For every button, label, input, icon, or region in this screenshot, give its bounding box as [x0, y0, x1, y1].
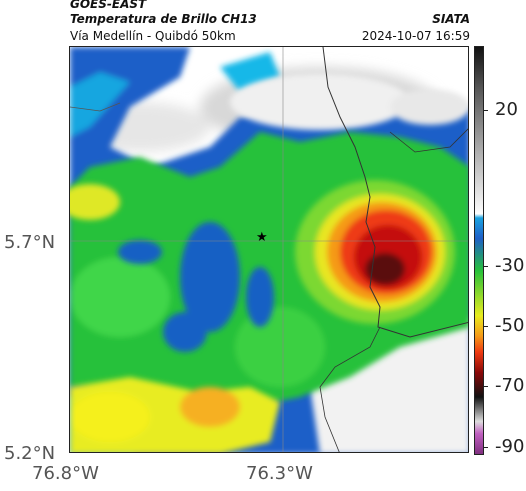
source-label: SIATA: [432, 12, 470, 26]
brightness-temperature-field: [70, 47, 468, 452]
colorbar-tick-20: 20: [495, 99, 518, 120]
satellite-map: ★: [69, 46, 469, 453]
station-star-marker: ★: [256, 230, 268, 245]
timestamp-label: 2024-10-07 16:59: [361, 29, 470, 43]
colorbar-tick-minus30: -30: [495, 255, 525, 276]
satellite-label: GOES-EAST: [70, 0, 147, 11]
product-title: Temperatura de Brillo CH13: [70, 12, 257, 26]
y-tick-5.7N: 5.7°N: [4, 232, 56, 253]
y-tick-5.2N: 5.2°N: [4, 443, 56, 464]
x-tick-76.3W: 76.3°W: [246, 463, 313, 484]
x-tick-76.8W: 76.8°W: [32, 463, 99, 484]
colorbar-tick-minus90: -90: [495, 436, 525, 457]
temperature-colorbar: [474, 46, 484, 455]
colorbar-tick-minus70: -70: [495, 375, 525, 396]
route-subtitle: Vía Medellín - Quibdó 50km: [70, 29, 236, 43]
colorbar-tick-minus50: -50: [495, 315, 525, 336]
